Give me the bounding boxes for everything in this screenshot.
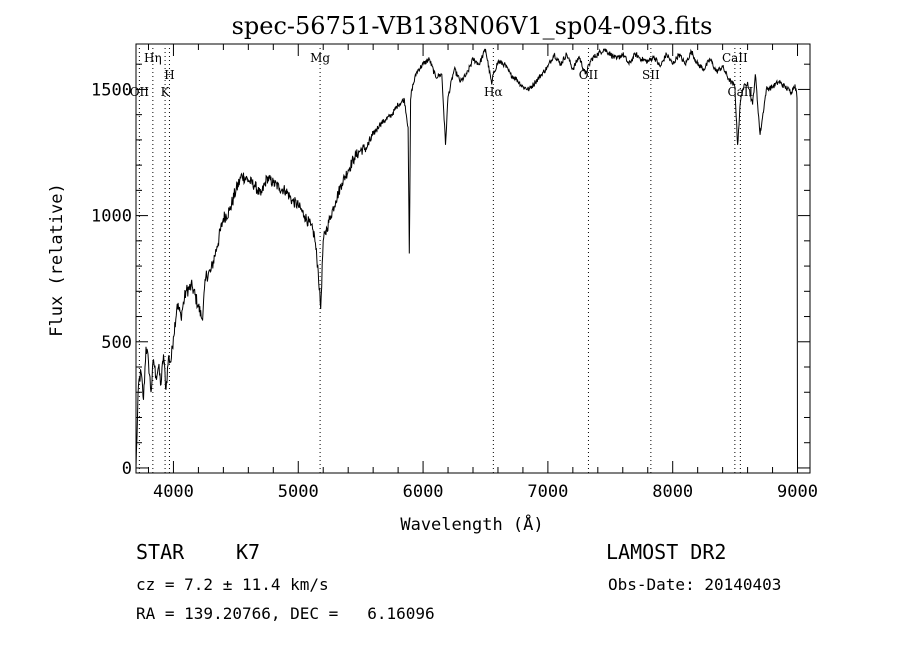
y-tick-label: 0 — [122, 459, 132, 479]
line-marker-label: OII — [579, 68, 599, 82]
plot-frame — [135, 43, 811, 474]
object-subclass: K7 — [236, 540, 261, 564]
spectrum-line — [135, 48, 798, 469]
coordinates-text: RA = 139.20766, DEC = 6.16096 — [136, 604, 435, 623]
survey-name: LAMOST DR2 — [606, 540, 727, 564]
object-class: STAR — [136, 540, 185, 564]
x-tick-label: 6000 — [403, 482, 444, 502]
obs-date-text: Obs-Date: 20140403 — [608, 575, 782, 594]
line-marker-label: Hη — [144, 51, 162, 65]
line-marker-label: SII — [642, 68, 660, 82]
x-tick-label: 8000 — [652, 482, 693, 502]
line-marker-label: Hα — [484, 85, 503, 99]
x-axis-label: Wavelength (Å) — [400, 513, 543, 535]
y-tick-label: 1000 — [91, 207, 132, 227]
line-marker-label: OII — [130, 85, 150, 99]
y-axis-label: Flux (relative) — [47, 183, 67, 337]
line-marker-label: CaII — [722, 51, 748, 65]
y-tick-label: 500 — [101, 333, 132, 353]
x-tick-label: 5000 — [278, 482, 319, 502]
plot-area: 4000 5000 6000 7000 8000 9000 0 500 1000 1500 Hη OI… — [91, 43, 818, 502]
redshift-text: cz = 7.2 ± 11.4 km/s — [136, 575, 329, 594]
x-tick-label: 4000 — [153, 482, 194, 502]
y-tick-label: 1500 — [91, 80, 132, 100]
line-marker-label: H — [164, 68, 174, 82]
line-marker-label: Mg — [310, 51, 330, 65]
line-marker-label: K — [161, 85, 171, 99]
line-marker-label: CaII — [727, 85, 753, 99]
chart-title: spec-56751-VB138N06V1_sp04-093.fits — [232, 12, 713, 40]
x-tick-label: 9000 — [777, 482, 818, 502]
x-tick-label: 7000 — [527, 482, 568, 502]
